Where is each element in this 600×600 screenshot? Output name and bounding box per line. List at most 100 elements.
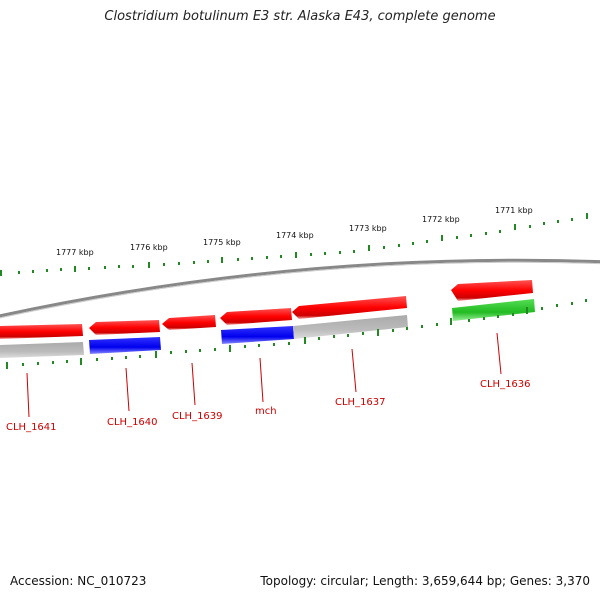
tick — [377, 329, 379, 336]
tick — [353, 250, 355, 253]
tick — [362, 332, 364, 335]
gene-label-1636: CLH_1636 — [480, 379, 531, 390]
tick — [512, 313, 514, 316]
tick — [148, 262, 150, 268]
tick — [88, 267, 90, 270]
tick — [221, 257, 223, 263]
tick — [586, 213, 588, 219]
tick — [18, 271, 20, 274]
forward-features — [0, 280, 533, 339]
tick — [543, 222, 545, 225]
tick — [436, 323, 438, 326]
genome-backbone-highlight — [0, 261, 600, 319]
tick — [383, 246, 385, 249]
gene-feature-1641[interactable] — [0, 324, 83, 339]
tick — [571, 218, 573, 221]
kbp-label: 1774 kbp — [276, 231, 314, 240]
accession-text: Accession: NC_010723 — [10, 574, 147, 588]
tick — [178, 262, 180, 265]
tick — [258, 344, 260, 347]
tick — [541, 307, 543, 310]
kbp-label: 1777 kbp — [56, 248, 94, 257]
reverse-features — [0, 299, 535, 358]
tick — [368, 245, 370, 251]
tick — [244, 345, 246, 348]
tick — [46, 269, 48, 272]
tick — [96, 358, 98, 361]
gene-feature-1636[interactable] — [451, 280, 533, 301]
tick — [304, 337, 306, 344]
tick — [37, 362, 39, 365]
tick — [412, 242, 414, 245]
tick — [288, 342, 290, 345]
feature-blue-1640[interactable] — [89, 337, 161, 354]
genome-backbone — [0, 258, 600, 318]
tick — [6, 362, 8, 369]
gene-label-1641: CLH_1641 — [6, 422, 57, 433]
inner-tick-row — [6, 299, 587, 369]
tick — [163, 263, 165, 266]
tick — [470, 234, 472, 237]
kbp-label: 1776 kbp — [130, 243, 168, 252]
tick — [483, 317, 485, 320]
tick — [556, 304, 558, 307]
leader-line — [259, 357, 264, 403]
kbp-label: 1771 kbp — [495, 206, 533, 215]
gene-feature-1637[interactable] — [292, 296, 407, 319]
tick — [237, 258, 239, 261]
tick — [333, 335, 335, 338]
tick — [585, 299, 587, 302]
tick — [497, 315, 499, 318]
gene-label-mch: mch — [255, 406, 277, 417]
tick — [80, 358, 82, 365]
tick — [324, 252, 326, 255]
gene-label-1639: CLH_1639 — [172, 411, 223, 422]
tick — [441, 235, 443, 241]
gene-feature-1640[interactable] — [89, 320, 160, 335]
feature-blue-mch[interactable] — [221, 326, 294, 344]
tick — [426, 240, 428, 243]
kbp-label: 1773 kbp — [349, 224, 387, 233]
tick — [22, 363, 24, 366]
tick — [526, 307, 528, 314]
leader-line — [496, 332, 502, 375]
genome-summary-text: Topology: circular; Length: 3,659,644 bp… — [260, 574, 590, 588]
tick — [450, 318, 452, 325]
tick — [0, 270, 2, 276]
tick — [529, 225, 531, 228]
tick — [214, 348, 216, 351]
tick — [139, 355, 141, 358]
tick — [111, 357, 113, 360]
gene-label-1640: CLH_1640 — [107, 417, 158, 428]
tick — [571, 302, 573, 305]
tick — [468, 319, 470, 322]
tick — [273, 343, 275, 346]
map-title: Clostridium botulinum E3 str. Alaska E43… — [104, 9, 496, 24]
tick — [310, 253, 312, 256]
tick — [185, 350, 187, 353]
tick — [251, 257, 253, 260]
tick — [295, 252, 297, 258]
leader-line — [26, 372, 30, 418]
tick — [229, 345, 231, 352]
tick — [280, 255, 282, 258]
tick — [52, 361, 54, 364]
feature-green-1636[interactable] — [452, 299, 535, 321]
tick — [199, 349, 201, 352]
tick — [74, 266, 76, 272]
feature-gray-left[interactable] — [0, 342, 84, 358]
tick — [392, 329, 394, 332]
gene-feature-1639[interactable] — [162, 315, 216, 330]
tick — [118, 265, 120, 268]
tick — [132, 265, 134, 268]
tick — [347, 334, 349, 337]
tick — [66, 360, 68, 363]
tick — [155, 351, 157, 358]
gene-feature-mch[interactable] — [220, 308, 292, 325]
tick — [398, 244, 400, 247]
feature-gray-1637[interactable] — [293, 315, 408, 339]
tick — [318, 337, 320, 340]
tick — [421, 325, 423, 328]
tick — [514, 224, 516, 230]
